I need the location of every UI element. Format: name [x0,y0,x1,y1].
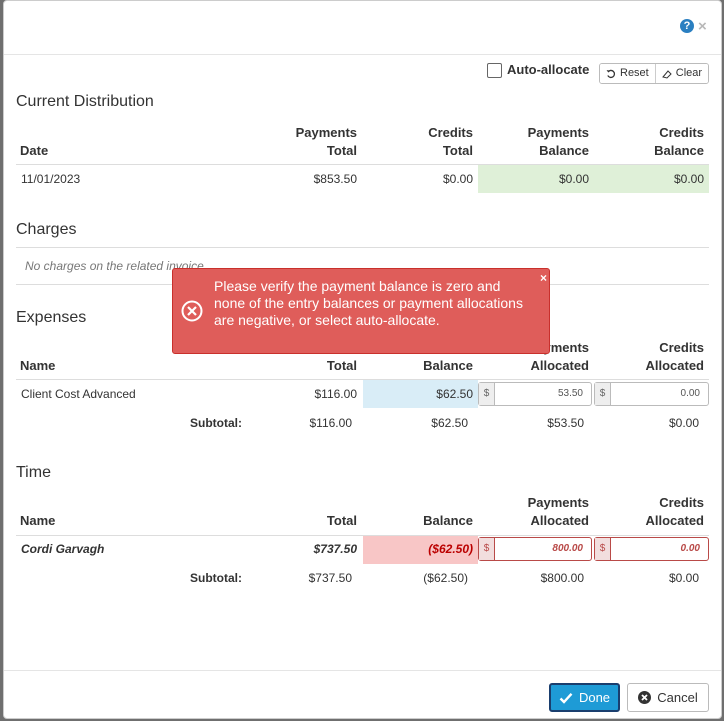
col-credits-balance-line1: Credits [659,125,704,140]
expense-name: Client Cost Advanced [21,387,136,401]
expense-total: $116.00 [314,387,358,401]
reset-label: Reset [620,67,649,79]
distribution-payments-total: $853.50 [313,172,357,186]
expenses-col-name: Name [20,358,56,373]
balance-highlight [363,380,478,408]
expenses-subtotal-label: Subtotal: [190,416,242,430]
time-col-payments-line2: Allocated [530,513,589,528]
time-entry-name: Cordi Garvagh [21,542,105,556]
expense-balance: $62.50 [436,387,473,401]
error-alert: Please verify the payment balance is zer… [172,268,550,354]
expenses-col-total: Total [326,358,357,373]
col-payments-total-line1: Payments [295,125,357,140]
clear-button[interactable]: Clear [654,64,709,83]
expenses-subtotal-payments: $53.50 [547,416,584,430]
divider [16,535,709,536]
time-subtotal-balance: ($62.50) [423,571,468,585]
done-label: Done [578,690,611,705]
currency-addon: $ [595,383,611,405]
allocation-dialog: ? × Auto-allocate Reset Clear Current Di… [3,0,722,719]
col-payments-balance-line2: Balance [539,143,589,158]
cancel-button[interactable]: Cancel [627,683,709,712]
divider [16,164,709,165]
col-credits-balance-line2: Balance [654,143,704,158]
charges-title: Charges [16,221,77,238]
time-entry-total: $737.50 [313,542,357,556]
time-subtotal-payments: $800.00 [540,571,584,585]
help-icon[interactable]: ? [680,19,694,33]
charges-empty-text: No charges on the related invoice [25,259,204,273]
time-subtotal-total: $737.50 [308,571,352,585]
alert-close-icon[interactable]: × [540,271,548,285]
time-subtotal-credits: $0.00 [668,571,699,585]
balance-highlight [363,536,478,564]
time-col-credits-line1: Credits [659,495,704,510]
distribution-payments-balance: $0.00 [558,172,589,186]
currency-addon: $ [595,538,611,560]
error-message: Please verify the payment balance is zer… [214,278,523,328]
error-circle-icon [181,300,203,322]
time-col-name: Name [20,513,56,528]
col-date: Date [20,143,49,158]
time-credits-allocated-input[interactable]: $ 0.00 [594,537,709,561]
cancel-circle-icon [638,691,652,704]
input-value: 53.50 [557,388,583,399]
cancel-label: Cancel [657,690,698,705]
clear-label: Clear [675,67,703,79]
expenses-subtotal-credits: $0.00 [668,416,699,430]
distribution-credits-total: $0.00 [442,172,473,186]
currency-addon: $ [479,538,495,560]
col-payments-total-line2: Total [326,143,357,158]
col-payments-balance-line1: Payments [527,125,589,140]
distribution-date: 11/01/2023 [21,172,81,186]
input-value: 800.00 [552,543,583,554]
auto-allocate-label[interactable]: Auto-allocate [507,62,590,77]
expenses-title: Expenses [16,309,87,326]
check-icon [559,692,573,704]
col-credits-total-line2: Total [442,143,473,158]
undo-icon [606,69,616,78]
col-credits-total-line1: Credits [428,125,473,140]
expense-credits-allocated-input[interactable]: $ 0.00 [594,382,709,406]
time-col-credits-line2: Allocated [645,513,704,528]
auto-allocate-checkbox[interactable] [487,63,502,78]
current-distribution-title: Current Distribution [16,93,154,110]
divider [16,247,709,248]
input-value: 0.00 [680,543,700,554]
divider [16,379,709,380]
distribution-credits-balance: $0.00 [673,172,704,186]
time-subtotal-label: Subtotal: [190,571,242,585]
expense-payments-allocated-input[interactable]: $ 53.50 [478,382,592,406]
reset-button[interactable]: Reset [600,64,655,83]
time-col-payments-line1: Payments [527,495,589,510]
balance-highlight [478,165,709,193]
done-button[interactable]: Done [549,683,620,712]
expenses-col-balance: Balance [423,358,473,373]
time-col-balance: Balance [423,513,473,528]
expenses-col-credits-line2: Allocated [645,358,704,373]
dialog-footer-divider [4,670,721,671]
reset-clear-group: Reset Clear [599,63,710,84]
time-title: Time [16,464,51,481]
dialog-header: ? × [4,1,721,55]
time-col-total: Total [326,513,357,528]
time-entry-balance: ($62.50) [428,542,473,556]
currency-addon: $ [479,383,495,405]
close-icon[interactable]: × [698,18,707,35]
expenses-subtotal-total: $116.00 [309,416,353,430]
time-payments-allocated-input[interactable]: $ 800.00 [478,537,592,561]
expenses-subtotal-balance: $62.50 [431,416,468,430]
input-value: 0.00 [680,388,700,399]
expenses-col-payments-line2: Allocated [530,358,589,373]
expenses-col-credits-line1: Credits [659,340,704,355]
eraser-icon [661,69,672,79]
